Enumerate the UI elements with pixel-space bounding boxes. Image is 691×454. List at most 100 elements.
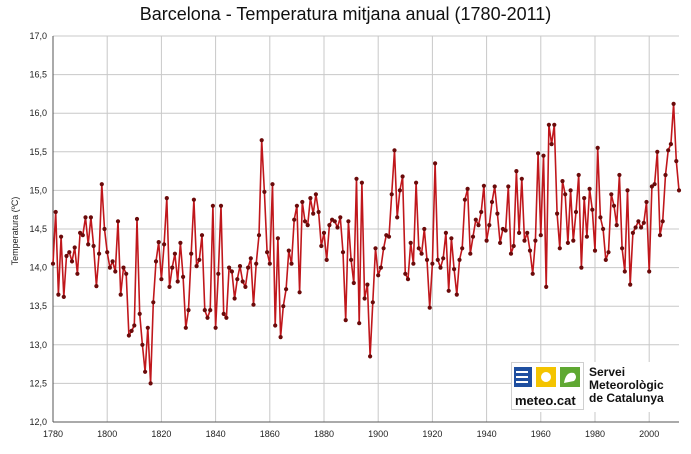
data-point — [148, 381, 153, 386]
data-point — [538, 233, 543, 238]
data-point — [503, 228, 508, 233]
data-point — [484, 238, 489, 243]
data-point — [175, 279, 180, 284]
data-point — [408, 240, 413, 245]
data-point — [297, 290, 302, 295]
data-point — [305, 223, 310, 228]
x-tick-label: 1820 — [151, 429, 171, 439]
data-point — [628, 282, 633, 287]
data-point — [530, 271, 535, 276]
data-point — [660, 219, 665, 224]
x-tick-label: 2000 — [639, 429, 659, 439]
data-point — [346, 219, 351, 224]
data-point — [636, 219, 641, 224]
data-point — [254, 261, 259, 266]
data-point — [213, 325, 218, 330]
x-tick-label: 1960 — [531, 429, 551, 439]
data-point — [205, 315, 210, 320]
data-point — [576, 172, 581, 178]
y-tick-label: 13,0 — [29, 340, 47, 350]
data-point — [311, 211, 316, 216]
data-point — [284, 287, 289, 292]
data-point — [172, 251, 177, 256]
data-point — [438, 265, 443, 270]
y-tick-label: 14,5 — [29, 224, 47, 234]
data-point — [164, 196, 169, 201]
data-point — [289, 261, 294, 266]
data-point — [156, 240, 161, 245]
data-point — [405, 277, 411, 282]
data-point — [460, 246, 465, 251]
data-point — [294, 203, 299, 208]
data-point — [541, 153, 546, 158]
data-point — [349, 257, 354, 262]
data-point — [197, 257, 202, 262]
data-point — [422, 226, 427, 232]
data-point — [189, 251, 194, 256]
data-point — [72, 245, 77, 250]
data-point — [281, 304, 286, 309]
data-point — [403, 271, 408, 276]
data-point — [416, 246, 421, 251]
data-point — [511, 243, 516, 249]
x-tick-label: 1840 — [206, 429, 226, 439]
data-point — [424, 257, 430, 262]
data-point — [395, 215, 400, 220]
data-point — [641, 220, 646, 225]
data-point — [246, 265, 251, 270]
data-point — [386, 234, 392, 239]
data-point — [465, 186, 470, 191]
data-point — [479, 209, 484, 215]
data-point — [359, 180, 364, 185]
data-point — [302, 219, 308, 224]
data-point — [338, 215, 343, 220]
data-point — [64, 253, 69, 259]
data-point — [124, 271, 129, 276]
data-point — [186, 308, 191, 313]
data-point — [389, 192, 394, 197]
data-point — [668, 142, 674, 147]
data-point — [243, 284, 248, 289]
data-point — [86, 242, 91, 247]
y-tick-label: 12,5 — [29, 378, 47, 388]
data-point — [140, 342, 145, 347]
data-point — [335, 225, 340, 230]
data-point — [565, 240, 571, 245]
data-point — [663, 172, 668, 178]
data-point — [118, 292, 123, 297]
data-point — [224, 315, 229, 320]
data-point — [216, 271, 221, 276]
data-point — [248, 256, 253, 261]
data-point — [452, 267, 457, 272]
data-point — [270, 182, 275, 187]
y-tick-label: 16,5 — [29, 70, 47, 80]
data-point — [262, 189, 267, 194]
data-point — [473, 217, 478, 222]
data-point — [481, 183, 486, 188]
data-point — [644, 199, 649, 205]
data-point — [145, 325, 150, 330]
logo-symbols-icon — [514, 367, 580, 387]
data-point — [639, 225, 644, 230]
data-point — [587, 186, 592, 191]
data-point — [592, 248, 598, 253]
data-point — [519, 176, 524, 181]
data-point — [75, 271, 80, 276]
data-point — [598, 215, 603, 220]
data-point — [208, 308, 213, 313]
data-point — [544, 284, 549, 289]
data-point — [107, 265, 112, 270]
axes — [52, 36, 679, 423]
data-point — [97, 251, 102, 256]
data-point — [560, 179, 565, 184]
data-point — [327, 223, 332, 228]
data-point — [321, 230, 327, 235]
x-tick-label: 1880 — [314, 429, 334, 439]
data-point — [300, 199, 305, 205]
data-point — [676, 188, 682, 193]
data-point — [620, 246, 625, 251]
data-point — [61, 294, 66, 299]
data-point — [69, 259, 75, 264]
data-point — [549, 142, 554, 147]
data-point — [400, 174, 405, 179]
